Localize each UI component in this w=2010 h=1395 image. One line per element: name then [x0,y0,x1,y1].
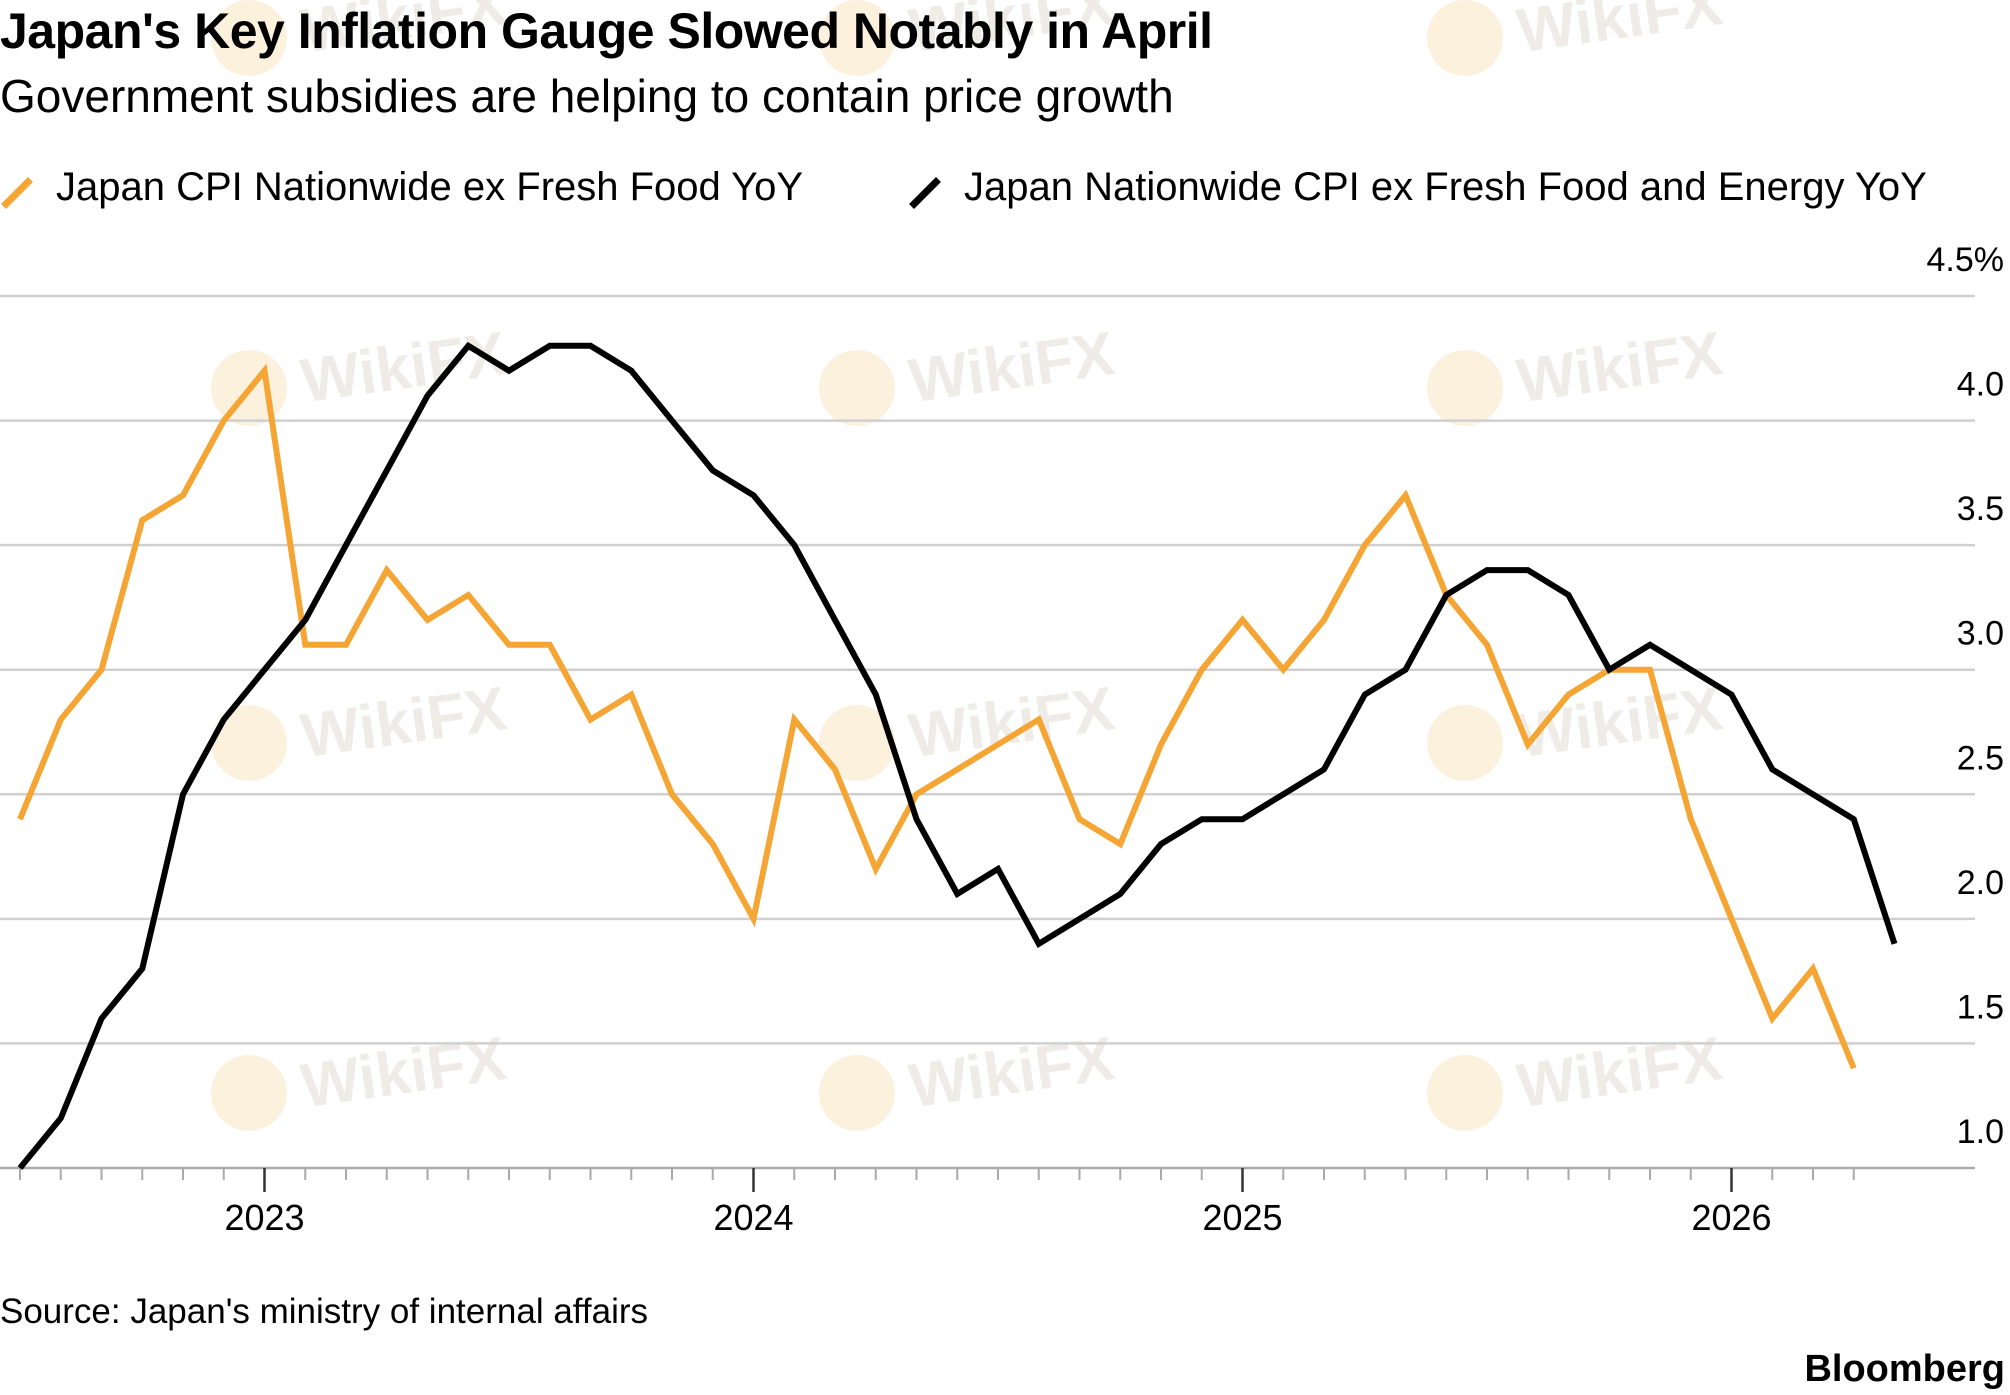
legend: Japan CPI Nationwide ex Fresh Food YoY Ja… [1,165,1927,209]
series-line-cpi-ex-fresh-food-energy [17,341,1898,1170]
legend-label: Japan Nationwide CPI ex Fresh Food and E… [964,165,1927,209]
legend-label: Japan CPI Nationwide ex Fresh Food YoY [56,165,803,209]
watermark-logo-icon [1427,1055,1503,1131]
watermark-logo-icon [819,1055,895,1131]
watermark-logo-icon [819,705,895,781]
chart-title: Japan's Key Inflation Gauge Slowed Notab… [0,3,1213,59]
series-line-cpi-ex-fresh-food [17,363,1857,1070]
watermark-logo-icon [211,1055,287,1131]
y-tick-label: 2.5 [1957,739,2004,777]
watermark: WikiFX [211,1024,511,1131]
y-axis: 1.0 1.5 2.0 2.5 3.0 3.5 4.0 4.5% [1927,241,2005,1151]
watermark: WikiFX [1427,0,1727,76]
y-tick-label: 1.5 [1957,988,2004,1026]
watermark: WikiFX [211,319,511,426]
x-tick-label: 2026 [1691,1197,1771,1238]
x-tick-label: 2024 [713,1197,793,1238]
y-tick-label: 3.0 [1957,615,2004,653]
watermark-logo-icon [211,0,287,76]
watermark-text: WikiFX [905,319,1119,416]
x-axis: 2023 2024 2025 2026 [0,1166,1975,1238]
watermark-text: WikiFX [297,319,511,416]
x-tick-label: 2025 [1202,1197,1282,1238]
y-tick-label: 1.0 [1957,1113,2004,1151]
watermark-text: WikiFX [297,674,511,771]
watermark-logo-icon [211,705,287,781]
chart-subtitle: Government subsidies are helping to cont… [0,70,1174,122]
watermark: WikiFX [1427,319,1727,426]
watermark-text: WikiFX [1513,1024,1727,1121]
y-tick-label: 3.5 [1957,490,2004,528]
watermark: WikiFX [819,319,1119,426]
gridlines [0,294,1975,1045]
watermark-logo-icon [1427,705,1503,781]
y-tick-label: 4.5% [1927,241,2005,279]
watermark: WikiFX [819,1024,1119,1131]
y-tick-label: 2.0 [1957,864,2004,902]
y-tick-label: 4.0 [1957,366,2004,404]
x-tick-label: 2023 [224,1197,304,1238]
watermark-text: WikiFX [905,674,1119,771]
watermark-logo-icon [819,350,895,426]
watermark-logo-icon [1427,0,1503,76]
legend-swatch [909,177,941,209]
watermark: WikiFX [1427,1024,1727,1131]
watermark-text: WikiFX [1513,0,1727,66]
watermark-logo-icon [1427,350,1503,426]
bloomberg-logo: Bloomberg [1804,1348,2005,1390]
watermark-text: WikiFX [905,1024,1119,1121]
watermark-text: WikiFX [1513,319,1727,416]
watermark-text: WikiFX [297,1024,511,1121]
source-note: Source: Japan's ministry of internal aff… [0,1292,648,1331]
watermark-logo-icon [819,0,895,76]
watermark: WikiFX [211,674,511,781]
series-lines [17,341,1898,1170]
legend-swatch [1,177,33,209]
